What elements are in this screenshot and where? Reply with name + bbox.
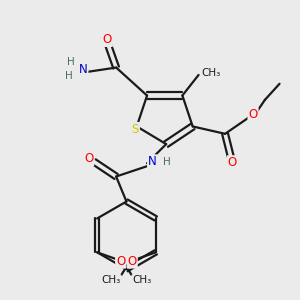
- Text: O: O: [128, 255, 137, 268]
- Text: H: H: [65, 71, 73, 81]
- Text: CH₃: CH₃: [201, 68, 220, 78]
- Text: S: S: [132, 123, 139, 136]
- Text: N: N: [79, 62, 88, 76]
- Text: H: H: [163, 157, 171, 167]
- Text: H: H: [67, 57, 74, 67]
- Text: N: N: [148, 155, 157, 168]
- Text: O: O: [248, 108, 258, 121]
- Text: O: O: [103, 33, 112, 46]
- Text: CH₃: CH₃: [101, 275, 121, 285]
- Text: O: O: [116, 255, 125, 268]
- Text: CH₃: CH₃: [132, 275, 152, 285]
- Text: O: O: [84, 152, 93, 165]
- Text: O: O: [228, 156, 237, 169]
